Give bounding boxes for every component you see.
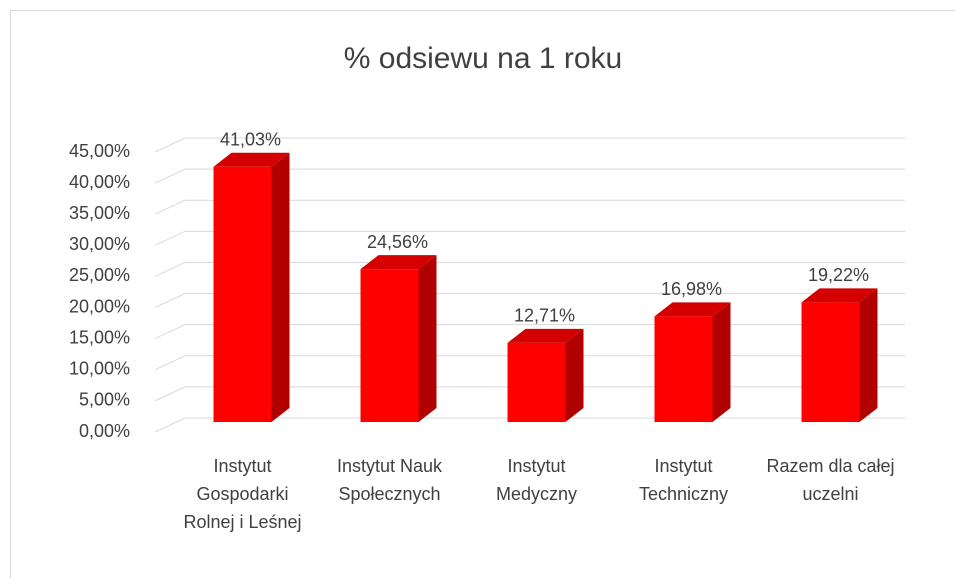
grid-line <box>154 261 905 277</box>
y-tick-label: 35,00% <box>69 203 130 223</box>
bar-top <box>801 288 878 303</box>
bar-side <box>859 288 878 422</box>
bar <box>360 255 437 422</box>
bar <box>213 152 290 423</box>
bar-top <box>507 328 584 343</box>
x-tick-label: Instytut Nauk Społecznych <box>336 456 443 504</box>
y-tick-label: 5,00% <box>79 390 130 410</box>
y-tick-label: 45,00% <box>69 141 130 161</box>
y-tick-label: 0,00% <box>79 421 130 441</box>
grid-line <box>154 293 905 309</box>
chart-border <box>10 10 955 578</box>
y-tick-label: 30,00% <box>69 234 130 254</box>
bar <box>801 288 878 422</box>
data-label: 24,56% <box>367 232 428 252</box>
bar-front <box>654 316 713 422</box>
bar-front <box>801 302 860 422</box>
grid-line <box>154 230 905 246</box>
chart-title: % odsiewu na 1 roku <box>344 42 623 75</box>
bar-top <box>213 152 290 167</box>
y-tick-label: 15,00% <box>69 327 130 347</box>
bar-side <box>271 152 290 423</box>
y-tick-label: 10,00% <box>69 359 130 379</box>
bar-side <box>418 255 437 422</box>
data-label: 41,03% <box>220 129 281 149</box>
y-tick-label: 25,00% <box>69 265 130 285</box>
bar-front <box>507 342 566 422</box>
bar-top <box>654 302 731 317</box>
data-label: 12,71% <box>514 306 575 326</box>
x-tick-label: Instytut Techniczny <box>638 456 729 504</box>
x-tick-label: Instytut Gospodarki Rolnej i Leśnej <box>183 456 302 532</box>
grid-line <box>154 137 905 153</box>
data-label: 16,98% <box>661 279 722 299</box>
data-label: 19,22% <box>808 265 869 285</box>
bar <box>507 328 584 422</box>
y-tick-label: 20,00% <box>69 296 130 316</box>
bar-front <box>360 269 419 422</box>
grid-line <box>154 168 905 184</box>
x-tick-label: Razem dla całej uczelni <box>766 456 895 504</box>
grid-line <box>154 199 905 215</box>
y-tick-label: 40,00% <box>69 172 130 192</box>
bar-side <box>712 302 731 422</box>
bar-side <box>565 328 584 422</box>
bar-front <box>213 166 272 422</box>
x-tick-label: Instytut Medyczny <box>495 456 578 504</box>
bar-top <box>360 255 437 270</box>
bar <box>654 302 731 422</box>
